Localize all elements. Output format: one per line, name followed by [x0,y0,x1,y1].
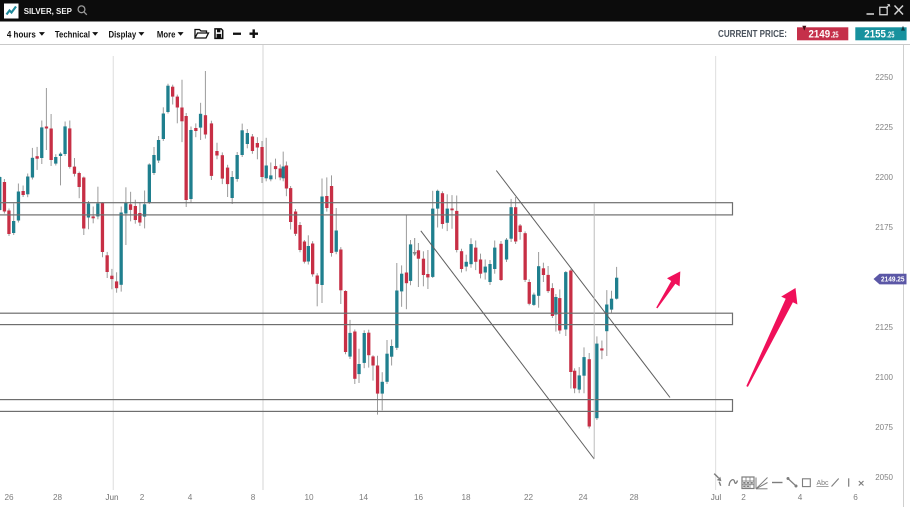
svg-text:Technical: Technical [55,30,90,40]
svg-text:4: 4 [798,493,803,502]
svg-text:Jul: Jul [711,493,722,502]
svg-text:8: 8 [251,493,256,502]
svg-text:.25: .25 [831,31,839,40]
svg-text:2149.25: 2149.25 [881,277,905,284]
svg-text:2225: 2225 [875,123,893,132]
svg-text:22: 22 [524,493,534,502]
svg-text:14: 14 [359,493,369,502]
svg-text:2175: 2175 [875,223,893,232]
svg-text:2: 2 [140,493,145,502]
svg-text:28: 28 [629,493,639,502]
svg-text:18: 18 [461,493,471,502]
svg-text:4 hours: 4 hours [7,30,36,40]
svg-text:16: 16 [414,493,424,502]
svg-text:26: 26 [4,493,14,502]
svg-text:SILVER, SEP: SILVER, SEP [24,6,72,16]
svg-text:2200: 2200 [875,173,893,182]
svg-text:2149: 2149 [809,29,831,41]
svg-text:10: 10 [304,493,314,502]
svg-text:28: 28 [53,493,63,502]
svg-text:Jun: Jun [105,493,119,502]
svg-text:2155: 2155 [864,29,886,41]
svg-text:2125: 2125 [875,323,893,332]
svg-text:2: 2 [741,493,746,502]
svg-text:4: 4 [188,493,193,502]
svg-text:2075: 2075 [875,423,893,432]
svg-text:24: 24 [578,493,588,502]
svg-text:2050: 2050 [875,473,893,482]
svg-text:Display: Display [109,30,137,40]
svg-text:CURRENT PRICE:: CURRENT PRICE: [718,29,787,40]
svg-text:More: More [157,30,176,40]
svg-text:2250: 2250 [875,73,893,82]
svg-text:2100: 2100 [875,373,893,382]
svg-text:6: 6 [853,493,858,502]
svg-text:Abc: Abc [817,480,830,487]
svg-text:.25: .25 [886,31,894,40]
